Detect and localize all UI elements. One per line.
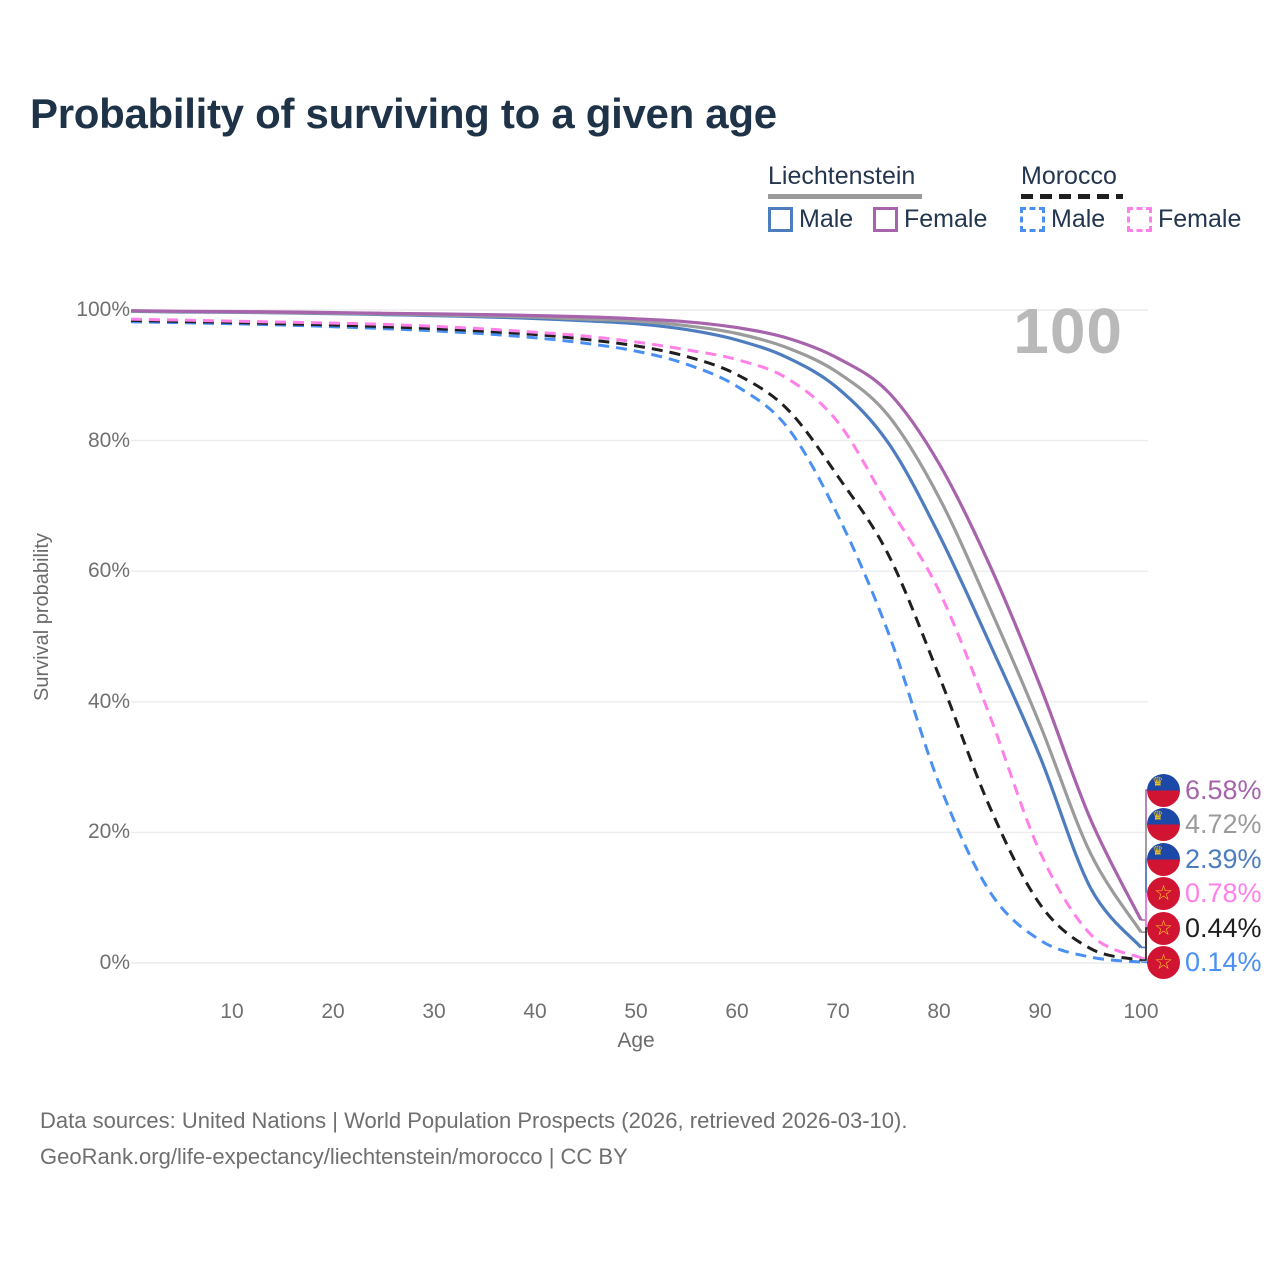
y-tick-label: 60% [87,559,130,583]
swatch-morocco-female-icon [1127,207,1152,232]
series-line-morocco-female [130,317,1142,960]
liechtenstein-flag-icon: ♛ [1147,842,1180,876]
crown-icon: ♛ [1152,842,1164,858]
series-end-value: 0.78% [1185,878,1262,908]
page-title: Probability of surviving to a given age [30,90,777,137]
swatch-liechtenstein-female-icon [873,207,898,232]
end-label-row: ☆ 0.78% [1147,877,1262,911]
x-tick-label: 80 [927,1000,951,1023]
x-tick-label: 20 [321,1000,345,1023]
end-label-row: ♛ 4.72% [1147,808,1262,842]
watermark-age-100: 100 [1013,295,1123,367]
star-icon: ☆ [1154,882,1173,905]
legend-item-label: Male [1051,205,1106,233]
crown-icon: ♛ [1152,773,1164,789]
y-tick-label: 0% [99,951,130,974]
liechtenstein-flag-icon: ♛ [1147,773,1180,807]
y-tick-label: 80% [87,428,130,452]
series-end-value: 4.72% [1185,809,1262,839]
end-label-row: ♛ 2.39% [1147,842,1262,876]
x-tick-label: 40 [523,1000,547,1023]
legend-item-label: Female [904,205,988,233]
crown-icon: ♛ [1152,808,1164,823]
series-end-value: 2.39% [1185,843,1262,874]
legend-group-label-morocco: Morocco [1021,162,1117,190]
series-end-value: 0.14% [1185,947,1262,977]
legend-item-liechtenstein-male: Male [768,205,853,234]
legend-item-label: Male [799,205,854,233]
morocco-dashed-line-icon [1021,194,1123,199]
end-label-row: ♛ 6.58% [1147,773,1262,807]
series-line-morocco-male [130,320,1142,964]
x-tick-label: 30 [422,1000,446,1023]
legend-item-morocco-male: Male [1020,205,1105,234]
y-tick-label: 100% [76,298,130,321]
y-tick-label: 20% [87,820,130,844]
liechtenstein-flag-icon: ♛ [1147,808,1180,841]
series-end-value: 0.44% [1185,912,1262,943]
x-tick-label: 50 [624,1000,648,1023]
morocco-flag-icon: ☆ [1147,877,1180,910]
series-line-liechtenstein-male [130,309,1143,949]
legend-item-morocco-female: Female [1127,205,1241,234]
series-line-morocco [130,318,1142,962]
star-icon: ☆ [1154,951,1173,974]
y-tick-label: 40% [87,689,130,713]
liechtenstein-solid-line-icon [768,194,922,199]
x-tick-label: 90 [1028,1000,1052,1023]
swatch-liechtenstein-male-icon [768,207,793,232]
legend-item-label: Female [1158,205,1242,233]
legend-item-liechtenstein-female: Female [873,205,987,234]
x-tick-label: 100 [1123,1000,1159,1023]
x-tick-label: 70 [826,1000,850,1023]
series-line-liechtenstein-female [130,309,1143,921]
footer-link-line: GeoRank.org/life-expectancy/liechtenstei… [40,1144,628,1169]
end-label-row: ☆ 0.14% [1147,946,1262,980]
legend-group-label-liechtenstein: Liechtenstein [768,162,916,190]
footer-source-line: Data sources: United Nations | World Pop… [40,1108,908,1133]
x-axis-title: Age [617,1029,655,1052]
x-tick-label: 60 [725,1000,749,1023]
star-icon: ☆ [1154,916,1173,940]
series-line-liechtenstein [130,309,1143,934]
morocco-flag-icon: ☆ [1147,946,1180,979]
series-end-value: 6.58% [1185,774,1262,805]
end-label-row: ☆ 0.44% [1147,911,1262,945]
x-tick-label: 10 [220,1000,244,1023]
morocco-flag-icon: ☆ [1147,911,1180,945]
swatch-morocco-male-icon [1020,207,1045,232]
